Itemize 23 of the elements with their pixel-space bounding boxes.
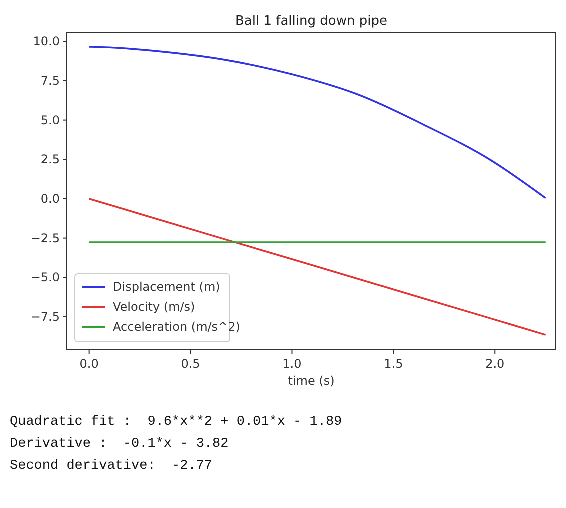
y-tick-label: −2.5 [30,231,60,246]
y-tick-label: −5.0 [30,270,60,285]
y-tick-label: −7.5 [30,310,60,324]
text: Second derivative: -2.77 [10,459,213,474]
line-series [88,198,547,336]
x-tick-label: 2.0 [486,357,505,371]
text: Quadratic fit : 9.6*x**2 + 0.01*x - 1.89 [10,415,342,430]
y-tick-label: 5.0 [40,113,60,128]
y-tick-label: 2.5 [40,152,60,167]
x-tick-label: 0.0 [80,357,99,371]
x-tick-label: 1.5 [384,357,404,371]
y-tick-label: 10.0 [33,34,60,49]
line-series [88,46,547,200]
y-tick-label: 7.5 [40,74,60,88]
legend-label: Velocity (m/s) [113,300,196,314]
text: Derivative : -0.1*x - 3.82 [10,437,229,452]
x-axis-title: time (s) [288,374,335,388]
y-tick-label: 0.0 [40,192,60,206]
legend-label: Displacement (m) [113,280,220,294]
chart-title: Ball 1 falling down pipe [236,14,388,29]
x-tick-label: 1.0 [282,357,302,371]
x-tick-label: 0.5 [181,357,200,371]
legend-label: Acceleration (m/s^2) [113,320,240,334]
